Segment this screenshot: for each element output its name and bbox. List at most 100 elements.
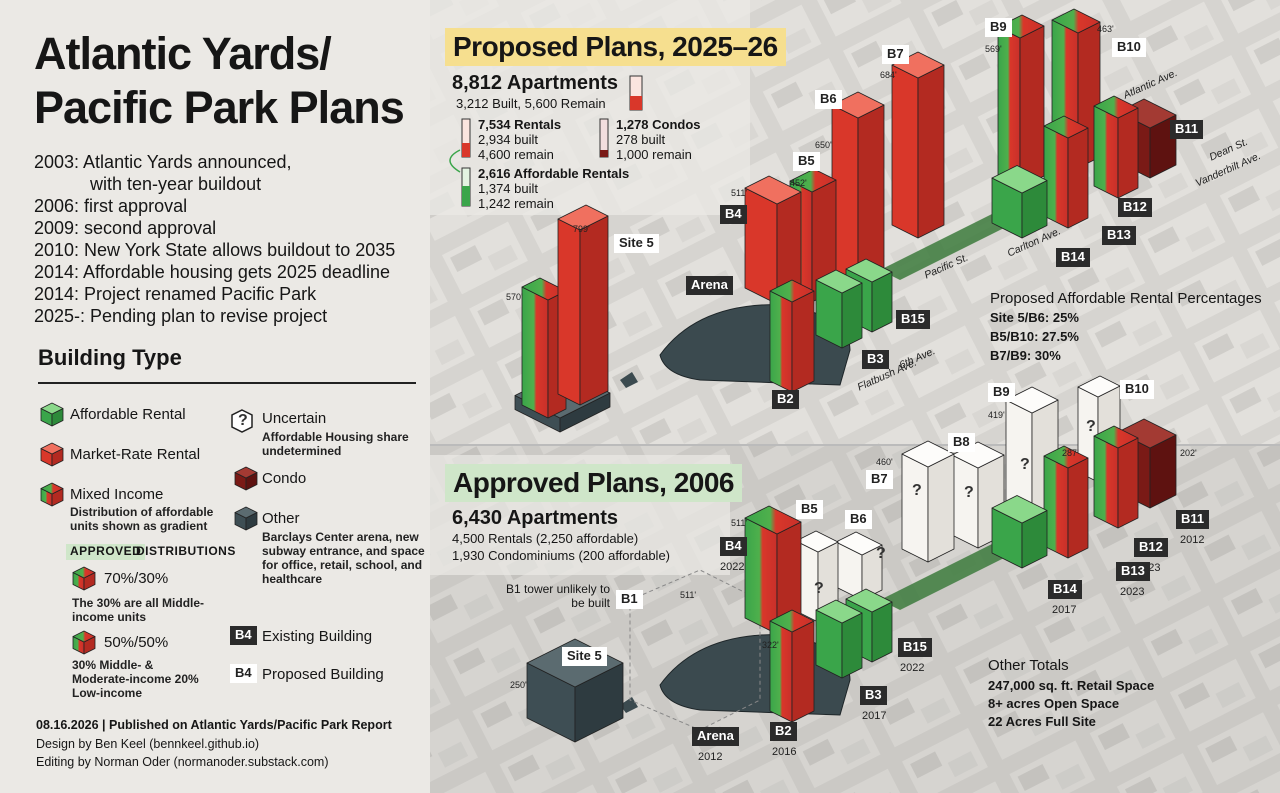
totals-line: 22 Acres Full Site xyxy=(988,714,1096,729)
building-face xyxy=(769,290,793,393)
distribution-label: 70%/30% xyxy=(104,570,169,587)
building-label: B7 xyxy=(882,45,909,64)
building-face xyxy=(1051,8,1101,34)
building-face xyxy=(1043,125,1069,229)
panel-heading: Proposed Plans, 2025–26 xyxy=(445,28,786,67)
percentages-line: Site 5/B6: 25% xyxy=(990,310,1079,325)
building-face xyxy=(744,517,778,635)
height-label: 511' xyxy=(680,590,697,600)
building-face xyxy=(1117,107,1139,199)
legend-note: Affordable Housing share undetermined xyxy=(262,430,409,458)
building-label: B6 xyxy=(845,510,872,529)
building xyxy=(815,269,863,349)
building-face xyxy=(1043,445,1089,469)
building-face xyxy=(835,531,883,556)
totals-line: 247,000 sq. ft. Retail Space xyxy=(988,678,1155,693)
building-face xyxy=(845,258,893,283)
building-face xyxy=(1067,457,1089,559)
bar-glyph xyxy=(600,150,608,157)
building xyxy=(991,495,1048,569)
uncertain-mark: ? xyxy=(912,482,922,499)
building-label: B4 xyxy=(720,537,747,556)
building-face xyxy=(744,505,802,535)
building-face xyxy=(891,64,919,239)
height-label: 419' xyxy=(988,410,1005,420)
year-label: 2023 xyxy=(1120,586,1145,598)
bar-glyph xyxy=(462,143,470,157)
legend-label: Uncertain xyxy=(262,410,327,427)
building xyxy=(744,175,802,305)
building-face xyxy=(1093,95,1139,119)
legend-label: Market-Rate Rental xyxy=(70,446,201,463)
distribution-title: DISTRIBUTIONS xyxy=(136,544,236,558)
height-label: 202' xyxy=(1180,448,1197,458)
building-face xyxy=(901,440,955,468)
panel-heading: Approved Plans, 2006 xyxy=(445,464,743,503)
title: Pacific Park Plans xyxy=(34,82,405,133)
building xyxy=(557,204,609,406)
building-label: B14 xyxy=(1048,580,1082,599)
building-label: B2 xyxy=(772,390,799,409)
building xyxy=(744,505,802,635)
building-label: B6 xyxy=(815,90,842,109)
building-label: B10 xyxy=(1112,38,1146,57)
group-line: 4,600 remain xyxy=(478,147,554,162)
timeline-entry: 2014: Affordable housing gets 2025 deadl… xyxy=(34,262,390,282)
group-line: 1,000 remain xyxy=(616,147,692,162)
building-face xyxy=(845,588,893,613)
year-label: 2012 xyxy=(698,751,723,763)
open-space xyxy=(880,540,1020,610)
building-label: B5 xyxy=(793,152,820,171)
building-label: B15 xyxy=(896,310,930,329)
legend-title: Building Type xyxy=(38,345,182,370)
building-face xyxy=(769,279,815,303)
building xyxy=(1093,95,1139,199)
uncertain-mark: ? xyxy=(1086,418,1096,435)
building-face xyxy=(1043,455,1069,559)
building-face xyxy=(234,506,258,519)
uncertain-mark: ? xyxy=(1020,456,1030,473)
group-line: 2,934 built xyxy=(478,132,538,147)
building xyxy=(1093,425,1139,529)
apartment-line: 1,930 Condominiums (200 affordable) xyxy=(452,548,671,563)
year-label: 2017 xyxy=(862,710,887,722)
building-label: B14 xyxy=(1056,248,1090,267)
building-face xyxy=(871,601,893,663)
building-face xyxy=(1005,386,1059,414)
building-label: B12 xyxy=(1118,198,1152,217)
bar-glyph xyxy=(630,96,642,110)
building-face xyxy=(1043,115,1089,139)
building-label: Arena xyxy=(686,276,733,295)
building-face xyxy=(815,599,863,624)
height-label: 684' xyxy=(880,70,897,80)
building-face xyxy=(831,91,885,119)
height-label: 511' xyxy=(731,518,748,528)
credit: 08.16.2026 | Published on Atlantic Yards… xyxy=(36,718,392,732)
building-face xyxy=(857,104,885,289)
uncertain-mark: ? xyxy=(238,412,248,429)
legend-note: Distribution of affordable units shown a… xyxy=(70,505,214,533)
building-label: Arena xyxy=(692,727,739,746)
buildings xyxy=(40,8,1177,743)
height-label: 322' xyxy=(762,640,779,650)
building-face xyxy=(744,175,802,205)
year-label: 2017 xyxy=(1052,604,1077,616)
building-face xyxy=(1077,375,1121,398)
bar-glyph xyxy=(462,186,470,206)
percentages-line: B7/B9: 30% xyxy=(990,348,1061,363)
building-face xyxy=(841,612,863,679)
totals-line: 8+ acres Open Space xyxy=(988,696,1120,711)
height-label: 452' xyxy=(790,178,807,188)
building-face xyxy=(40,402,64,415)
building-label: B4 xyxy=(720,205,747,224)
building-face xyxy=(72,566,96,579)
building-face xyxy=(1093,435,1119,529)
building xyxy=(72,630,96,655)
apartment-total: 8,812 Apartments xyxy=(452,72,618,94)
building-face xyxy=(991,165,1048,194)
timeline-entry: 2010: New York State allows buildout to … xyxy=(34,240,396,260)
building-face xyxy=(871,271,893,333)
building xyxy=(891,51,945,239)
subway-entrance xyxy=(620,372,638,388)
building-face xyxy=(901,453,929,563)
